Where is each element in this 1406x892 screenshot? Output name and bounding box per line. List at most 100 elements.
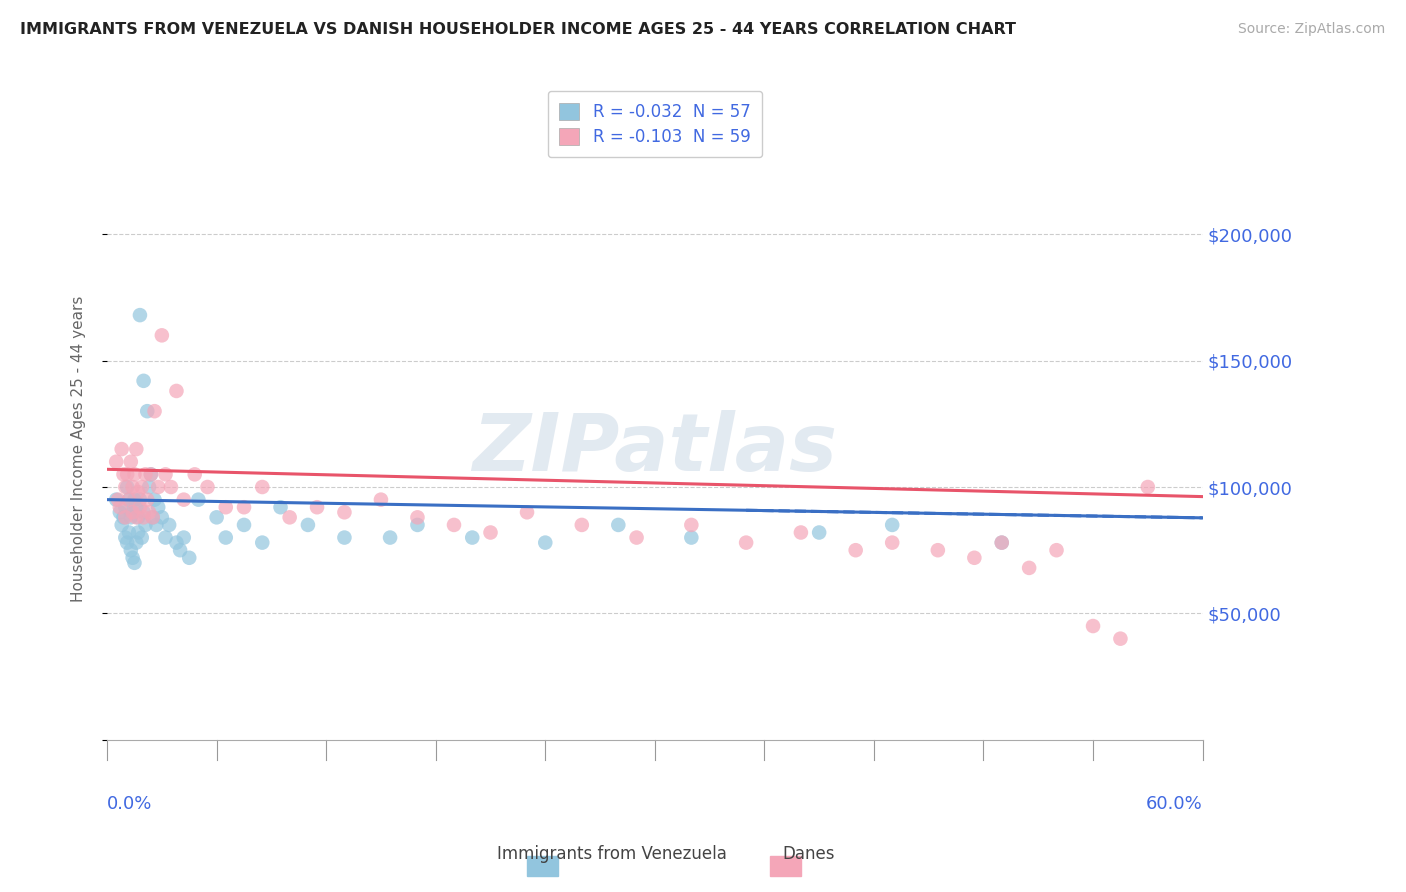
Point (129, 500, 152, 515)
Point (155, 531, 177, 545)
Point (278, 510, 301, 524)
Text: Danes: Danes (782, 846, 835, 863)
Point (108, 505, 131, 519)
Point (105, 492, 128, 507)
Point (139, 467, 162, 482)
Point (215, 500, 238, 515)
Point (150, 510, 173, 524)
Point (142, 510, 165, 524)
Point (114, 500, 136, 515)
Point (370, 492, 392, 507)
Point (120, 510, 142, 524)
Point (132, 374, 155, 388)
Point (233, 500, 256, 515)
Point (882, 517, 904, 532)
Point (121, 480, 143, 494)
Point (963, 550, 986, 565)
Point (1081, 619, 1104, 633)
Point (142, 510, 165, 524)
Point (124, 492, 146, 507)
Text: Immigrants from Venezuela: Immigrants from Venezuela (496, 846, 727, 863)
Point (112, 467, 135, 482)
Point (118, 492, 141, 507)
Text: 60.0%: 60.0% (1146, 796, 1202, 814)
Point (143, 404, 166, 418)
Text: IMMIGRANTS FROM VENEZUELA VS DANISH HOUSEHOLDER INCOME AGES 25 - 44 YEARS CORREL: IMMIGRANTS FROM VENEZUELA VS DANISH HOUS… (20, 22, 1015, 37)
Point (120, 455, 142, 469)
Point (571, 517, 593, 532)
Point (157, 517, 180, 532)
Point (534, 535, 557, 549)
Point (114, 480, 136, 494)
Text: Source: ZipAtlas.com: Source: ZipAtlas.com (1237, 22, 1385, 37)
Point (160, 480, 183, 494)
Point (136, 492, 159, 507)
Point (516, 505, 538, 519)
Point (125, 442, 148, 456)
Point (129, 308, 152, 322)
Point (173, 492, 195, 507)
Point (1045, 543, 1067, 558)
Point (197, 480, 219, 494)
Point (305, 500, 328, 515)
Point (626, 531, 648, 545)
Point (166, 535, 188, 549)
Point (120, 543, 142, 558)
Point (169, 543, 191, 558)
Point (127, 485, 149, 500)
Point (131, 480, 153, 494)
Point (108, 500, 131, 515)
Point (735, 535, 758, 549)
Point (681, 517, 703, 532)
Point (607, 517, 630, 532)
Point (131, 531, 153, 545)
Point (150, 328, 173, 343)
Point (112, 510, 135, 524)
Point (125, 535, 148, 549)
Text: 0.0%: 0.0% (107, 796, 152, 814)
Point (121, 505, 143, 519)
Point (138, 505, 160, 519)
Point (134, 467, 156, 482)
Point (115, 535, 138, 549)
Point (333, 505, 356, 519)
Point (136, 404, 159, 418)
Point (215, 531, 238, 545)
Point (127, 510, 149, 524)
Point (205, 510, 228, 524)
Y-axis label: Householder Income Ages 25 - 44 years: Householder Income Ages 25 - 44 years (72, 296, 86, 602)
Point (145, 517, 167, 532)
Point (270, 500, 292, 515)
Point (132, 505, 155, 519)
Point (252, 535, 274, 549)
Point (127, 525, 149, 540)
Point (114, 531, 136, 545)
Point (790, 525, 813, 540)
Point (115, 480, 138, 494)
Point (148, 500, 170, 515)
Point (333, 531, 356, 545)
Point (114, 510, 136, 524)
Point (105, 455, 128, 469)
Point (143, 492, 166, 507)
Point (118, 525, 141, 540)
Point (233, 517, 256, 532)
Point (406, 510, 429, 524)
Point (132, 510, 155, 524)
Point (378, 531, 401, 545)
Point (406, 517, 429, 532)
Point (138, 480, 160, 494)
Point (443, 517, 465, 532)
Point (139, 467, 162, 482)
Point (107, 492, 129, 507)
Point (1018, 561, 1040, 575)
Point (173, 531, 195, 545)
Point (808, 525, 831, 540)
Point (134, 517, 156, 532)
Point (124, 467, 146, 482)
Point (927, 543, 949, 558)
Point (155, 467, 177, 482)
Point (187, 492, 209, 507)
Point (479, 525, 502, 540)
Point (990, 535, 1012, 549)
